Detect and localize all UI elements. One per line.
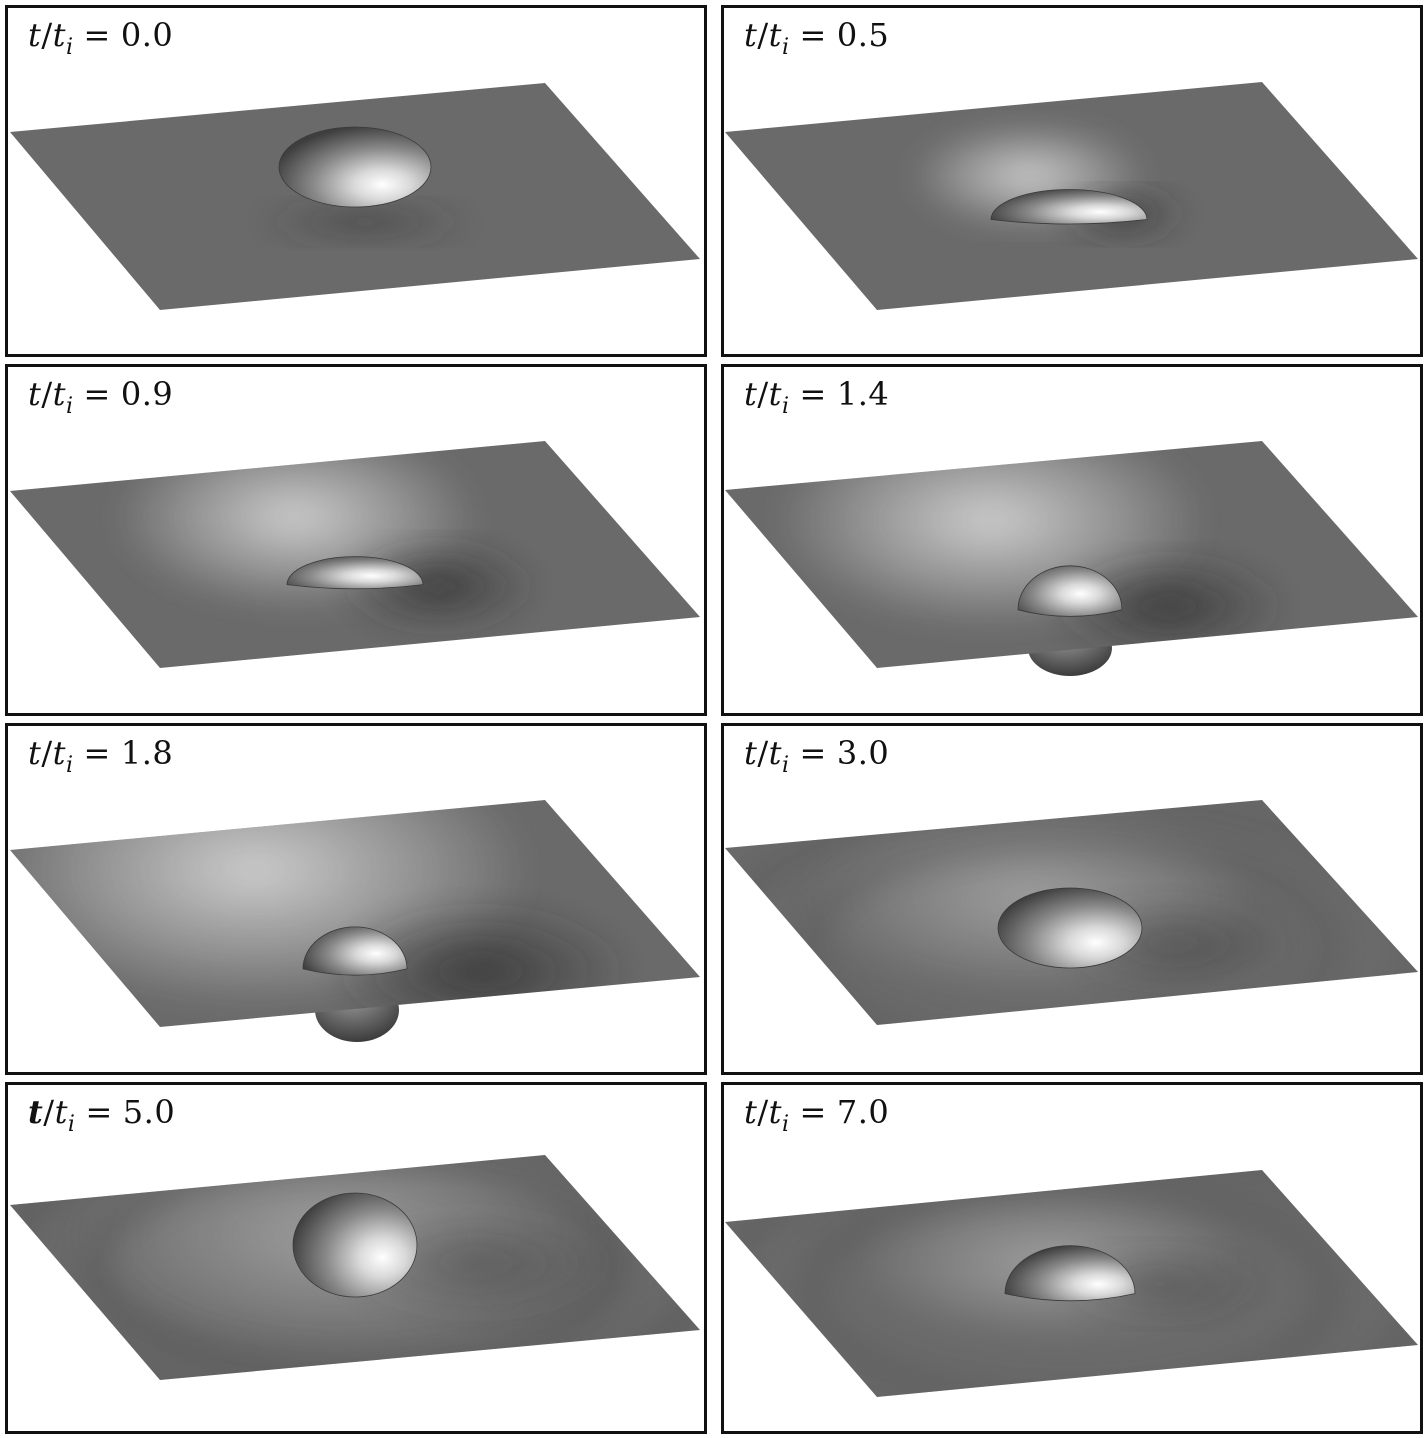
- slash: /: [43, 1093, 55, 1131]
- time-variable-denominator: t: [768, 16, 782, 54]
- equals-sign: =: [83, 375, 111, 413]
- slash: /: [41, 16, 53, 54]
- slash: /: [757, 375, 769, 413]
- slash: /: [757, 734, 769, 772]
- time-subscript: i: [67, 1112, 76, 1137]
- surface-render: [10, 83, 700, 310]
- time-value: 5.0: [122, 1093, 176, 1131]
- surface-render: [725, 82, 1418, 310]
- surface-render: [725, 441, 1418, 676]
- time-value: 7.0: [836, 1093, 890, 1131]
- equals-sign: =: [799, 1093, 827, 1131]
- figure-panel: t/ti = 1.4: [721, 364, 1423, 716]
- equals-sign: =: [85, 1093, 113, 1131]
- figure-panel: t/ti = 3.0: [721, 723, 1423, 1075]
- surface-render: [10, 1155, 700, 1380]
- slash: /: [41, 734, 53, 772]
- drop: [997, 887, 1143, 969]
- time-variable: t: [744, 375, 758, 413]
- time-label: t/ti = 1.4: [744, 375, 890, 419]
- time-variable-denominator: t: [52, 16, 66, 54]
- time-variable: t: [28, 16, 42, 54]
- drop: [286, 556, 424, 590]
- time-label: t/ti = 1.8: [28, 734, 174, 778]
- figure-panel: t/ti = 7.0: [721, 1082, 1423, 1434]
- time-variable-denominator: t: [52, 375, 66, 413]
- equals-sign: =: [799, 16, 827, 54]
- time-variable: t: [744, 1093, 758, 1131]
- time-variable-denominator: t: [768, 734, 782, 772]
- time-subscript: i: [66, 394, 74, 419]
- time-value: 3.0: [836, 734, 890, 772]
- figure-panel: t/ti = 0.0: [5, 5, 707, 357]
- time-value: 0.9: [120, 375, 174, 413]
- time-variable-denominator: t: [52, 734, 66, 772]
- time-label: t/ti = 3.0: [744, 734, 890, 778]
- drop: [302, 926, 408, 976]
- time-label: t/ti = 0.5: [744, 16, 890, 60]
- equals-sign: =: [83, 16, 111, 54]
- time-subscript: i: [66, 753, 74, 778]
- equals-sign: =: [799, 734, 827, 772]
- time-variable: t: [28, 375, 42, 413]
- time-value: 0.5: [836, 16, 890, 54]
- drop: [278, 126, 432, 208]
- drop: [990, 189, 1148, 225]
- time-variable: t: [744, 734, 758, 772]
- time-subscript: i: [66, 35, 74, 60]
- time-label: t/ti = 5.0: [28, 1093, 176, 1137]
- time-value: 1.4: [836, 375, 890, 413]
- time-subscript: i: [782, 1112, 790, 1137]
- time-variable-denominator: t: [768, 375, 782, 413]
- time-label: t/ti = 0.9: [28, 375, 174, 419]
- drop: [1017, 565, 1123, 617]
- time-subscript: i: [782, 753, 790, 778]
- equals-sign: =: [799, 375, 827, 413]
- figure-panel: t/ti = 5.0: [5, 1082, 707, 1434]
- figure-panel: t/ti = 0.5: [721, 5, 1423, 357]
- surface-render: [725, 1170, 1418, 1397]
- time-variable-denominator: t: [768, 1093, 782, 1131]
- drop: [1004, 1245, 1136, 1302]
- figure-panel: t/ti = 1.8: [5, 723, 707, 1075]
- surface-render: [10, 441, 700, 668]
- figure-panel: t/ti = 0.9: [5, 364, 707, 716]
- slash: /: [757, 16, 769, 54]
- time-variable-denominator: t: [54, 1093, 68, 1131]
- surface-render: [725, 800, 1418, 1025]
- time-variable: t: [744, 16, 758, 54]
- time-value: 1.8: [120, 734, 174, 772]
- surface-render: [10, 800, 700, 1042]
- time-variable: t: [28, 734, 42, 772]
- time-label: t/ti = 7.0: [744, 1093, 890, 1137]
- equals-sign: =: [83, 734, 111, 772]
- drop: [292, 1192, 418, 1298]
- time-variable: t: [28, 1093, 44, 1131]
- time-subscript: i: [782, 35, 790, 60]
- time-label: t/ti = 0.0: [28, 16, 174, 60]
- time-subscript: i: [782, 394, 790, 419]
- slash: /: [757, 1093, 769, 1131]
- slash: /: [41, 375, 53, 413]
- time-value: 0.0: [120, 16, 174, 54]
